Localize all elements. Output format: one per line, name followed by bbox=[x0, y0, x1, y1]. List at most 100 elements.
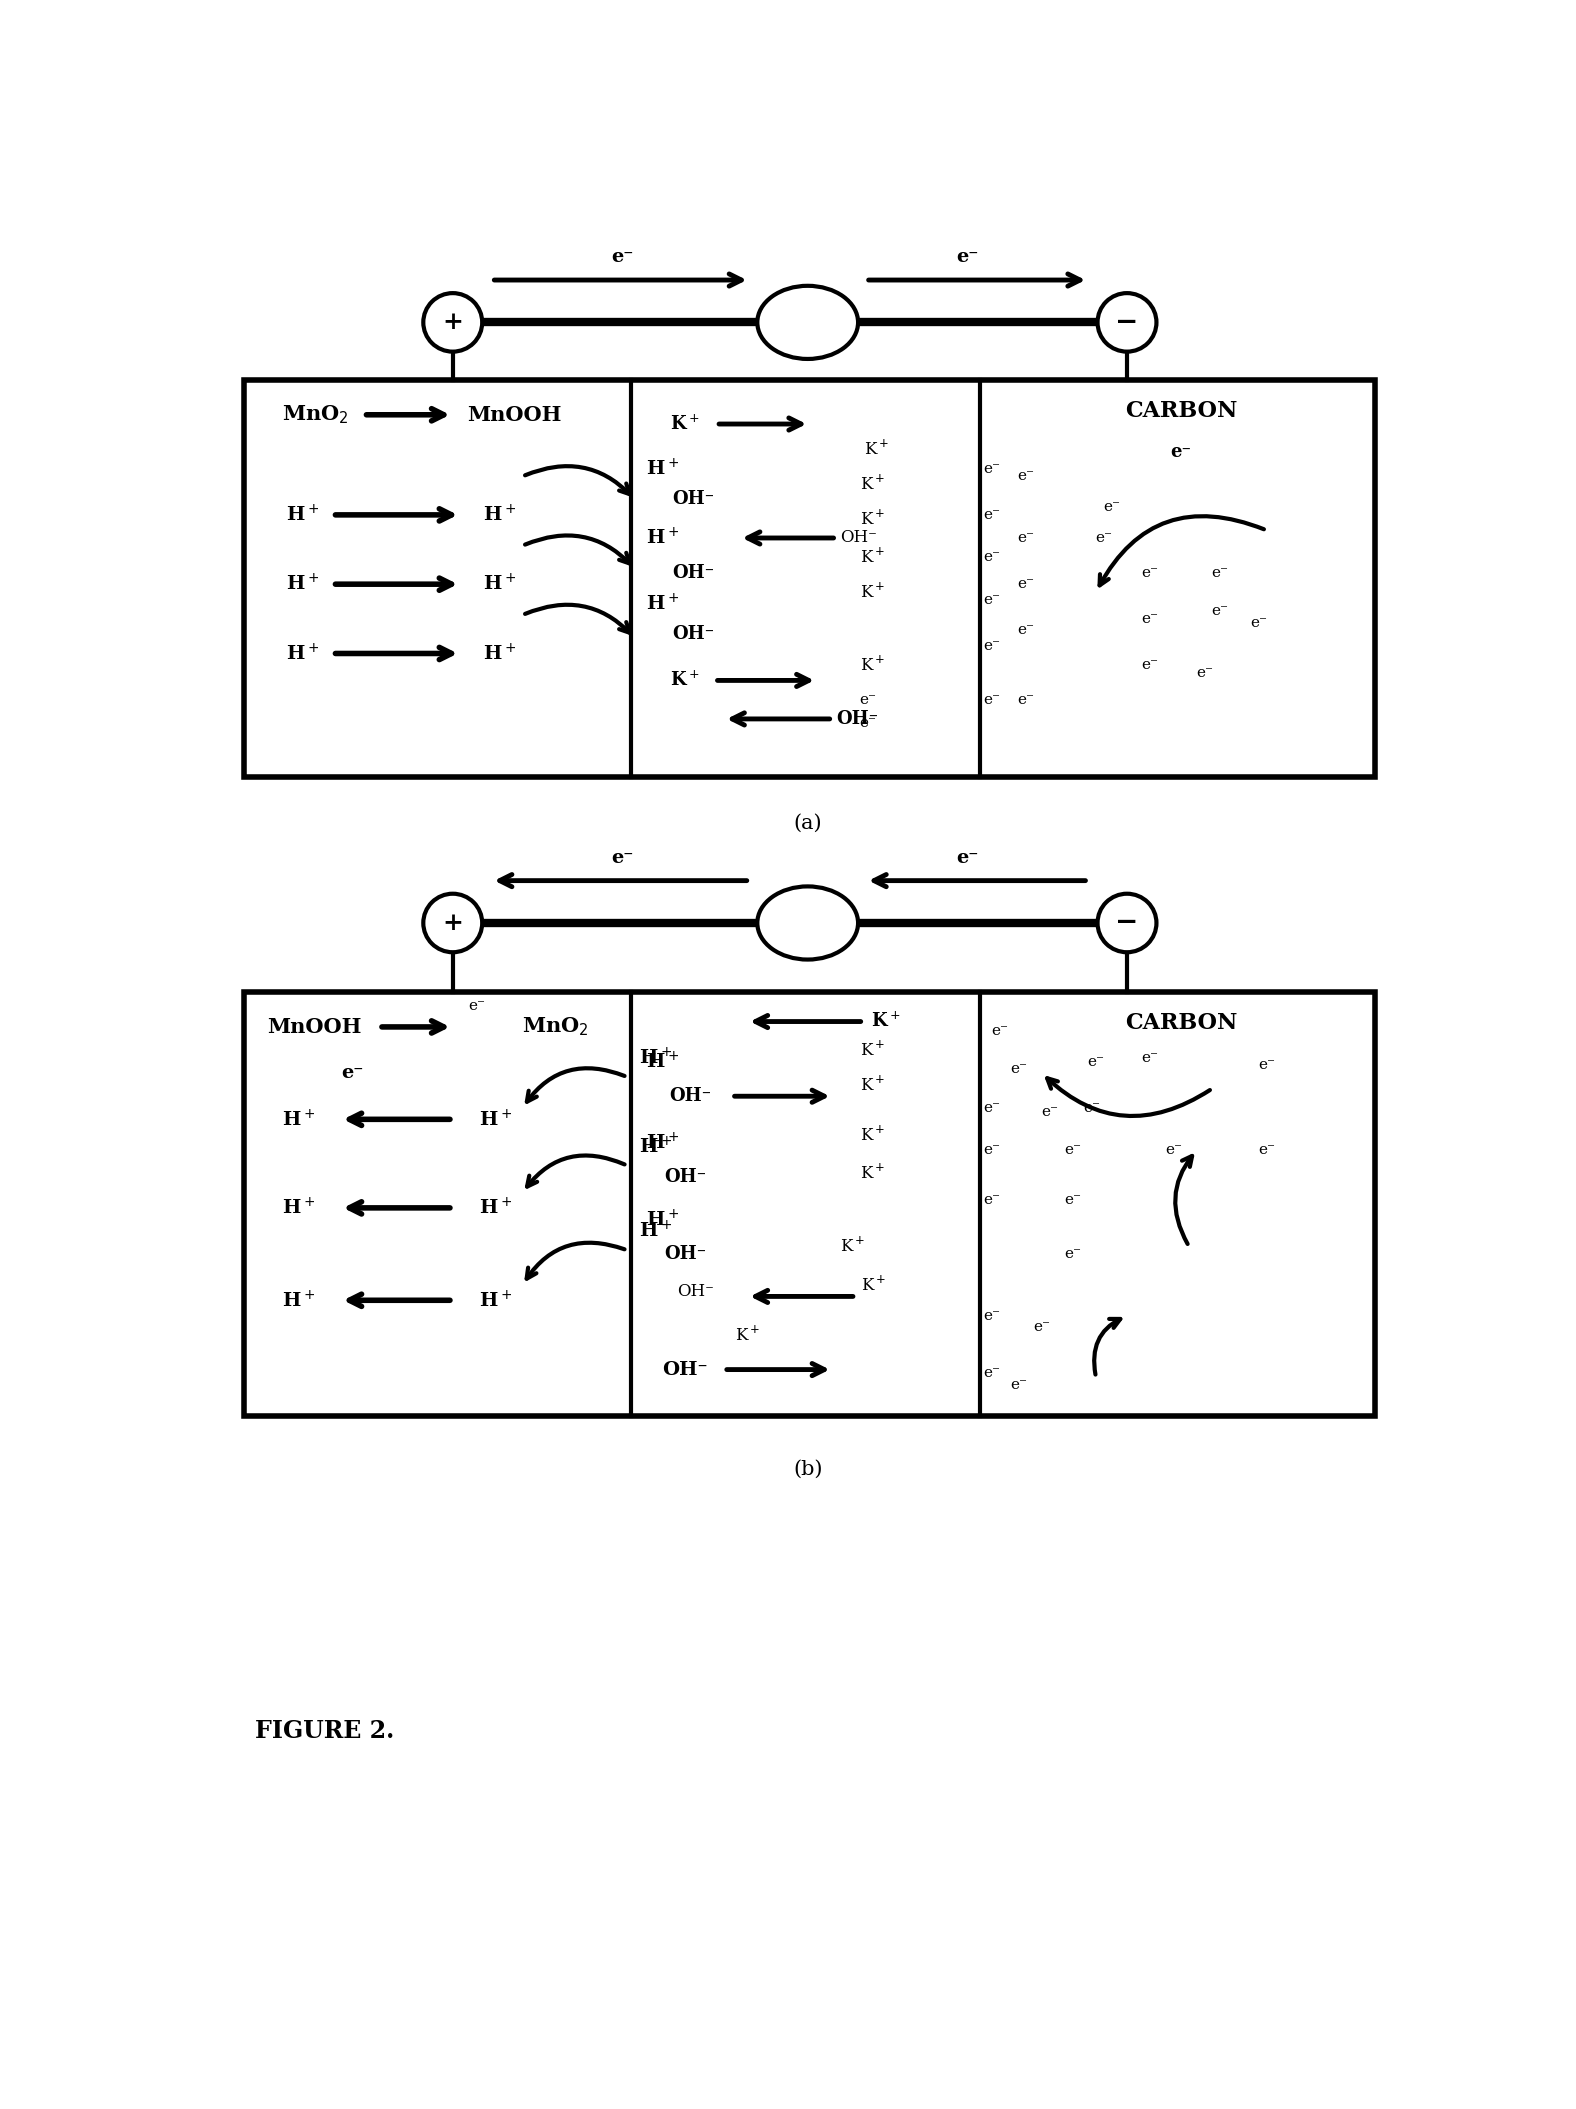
Text: e⁻: e⁻ bbox=[1258, 1059, 1275, 1073]
Text: H$^+$: H$^+$ bbox=[646, 527, 679, 548]
Text: e⁻: e⁻ bbox=[957, 848, 979, 867]
Text: e⁻: e⁻ bbox=[1250, 616, 1267, 631]
Text: H$^+$: H$^+$ bbox=[282, 1198, 315, 1219]
Text: e⁻: e⁻ bbox=[991, 1023, 1009, 1038]
Text: e⁻: e⁻ bbox=[611, 249, 634, 266]
Text: K$^+$: K$^+$ bbox=[734, 1324, 760, 1346]
Text: e⁻: e⁻ bbox=[1064, 1194, 1081, 1206]
Text: K$^+$: K$^+$ bbox=[872, 1012, 901, 1031]
Text: e⁻: e⁻ bbox=[1010, 1377, 1028, 1392]
Text: e⁻: e⁻ bbox=[983, 550, 1001, 565]
Text: e⁻: e⁻ bbox=[983, 1367, 999, 1381]
Text: OH⁻: OH⁻ bbox=[671, 491, 714, 508]
Text: MnOOH: MnOOH bbox=[468, 405, 563, 424]
Text: e⁻: e⁻ bbox=[1018, 578, 1035, 591]
Text: H$^+$: H$^+$ bbox=[646, 1133, 679, 1154]
Text: K$^+$: K$^+$ bbox=[859, 548, 886, 567]
Text: H$^+$: H$^+$ bbox=[638, 1221, 671, 1242]
Text: e⁻: e⁻ bbox=[983, 1310, 999, 1322]
Text: e⁻: e⁻ bbox=[1258, 1143, 1275, 1158]
Text: e⁻: e⁻ bbox=[1212, 565, 1229, 580]
Circle shape bbox=[1097, 894, 1157, 953]
Text: e⁻: e⁻ bbox=[340, 1065, 362, 1082]
Text: e⁻: e⁻ bbox=[983, 593, 1001, 607]
Text: K$^+$: K$^+$ bbox=[670, 671, 700, 690]
Bar bbox=[244, 380, 1374, 776]
Text: K$^+$: K$^+$ bbox=[859, 1124, 886, 1145]
Text: H$^+$: H$^+$ bbox=[638, 1046, 671, 1069]
Text: e⁻: e⁻ bbox=[1196, 666, 1214, 679]
Text: H$^+$: H$^+$ bbox=[282, 1109, 315, 1130]
Text: e⁻: e⁻ bbox=[1084, 1101, 1100, 1116]
Text: K$^+$: K$^+$ bbox=[864, 441, 889, 460]
Text: e⁻: e⁻ bbox=[1034, 1320, 1050, 1335]
Text: K$^+$: K$^+$ bbox=[859, 656, 886, 675]
Text: K$^+$: K$^+$ bbox=[860, 1276, 887, 1295]
Text: OH⁻: OH⁻ bbox=[670, 1088, 712, 1105]
Bar bbox=[244, 991, 1374, 1415]
Text: H$^+$: H$^+$ bbox=[646, 1208, 679, 1230]
Text: FIGURE 2.: FIGURE 2. bbox=[255, 1719, 394, 1744]
Text: OH⁻: OH⁻ bbox=[837, 711, 879, 728]
Text: H$^+$: H$^+$ bbox=[282, 1289, 315, 1312]
Text: +: + bbox=[443, 310, 463, 335]
Text: e⁻: e⁻ bbox=[983, 1101, 999, 1116]
Text: OH⁻: OH⁻ bbox=[671, 563, 714, 582]
Text: H$^+$: H$^+$ bbox=[646, 458, 679, 479]
Text: OH⁻: OH⁻ bbox=[662, 1360, 708, 1379]
Text: e⁻: e⁻ bbox=[1010, 1063, 1028, 1076]
Text: e⁻: e⁻ bbox=[957, 249, 979, 266]
Text: e⁻: e⁻ bbox=[1064, 1246, 1081, 1261]
Text: +: + bbox=[443, 911, 463, 934]
Text: e⁻: e⁻ bbox=[1141, 1050, 1158, 1065]
Text: e⁻: e⁻ bbox=[1064, 1143, 1081, 1158]
Text: H$^+$: H$^+$ bbox=[287, 643, 320, 664]
Text: H$^+$: H$^+$ bbox=[479, 1198, 512, 1219]
Text: e⁻: e⁻ bbox=[1141, 658, 1158, 673]
Text: MnO$_2$: MnO$_2$ bbox=[282, 403, 348, 426]
Text: e⁻: e⁻ bbox=[1171, 443, 1191, 460]
Text: MnOOH: MnOOH bbox=[266, 1017, 361, 1038]
Text: e⁻: e⁻ bbox=[983, 1194, 999, 1206]
Text: H$^+$: H$^+$ bbox=[482, 504, 515, 525]
Text: H$^+$: H$^+$ bbox=[638, 1135, 671, 1158]
Text: CARBON: CARBON bbox=[1125, 401, 1237, 422]
Text: H$^+$: H$^+$ bbox=[287, 504, 320, 525]
Text: e⁻: e⁻ bbox=[1018, 624, 1035, 637]
Text: e⁻: e⁻ bbox=[611, 848, 634, 867]
Text: e⁻: e⁻ bbox=[983, 462, 1001, 477]
Text: e⁻: e⁻ bbox=[1087, 1054, 1105, 1069]
Text: OH⁻: OH⁻ bbox=[840, 529, 878, 546]
Text: CARBON: CARBON bbox=[1125, 1012, 1237, 1033]
Text: e⁻: e⁻ bbox=[859, 692, 876, 707]
Text: e⁻: e⁻ bbox=[1165, 1143, 1182, 1158]
Text: e⁻: e⁻ bbox=[983, 639, 1001, 654]
Text: K$^+$: K$^+$ bbox=[859, 1164, 886, 1183]
Circle shape bbox=[1097, 293, 1157, 352]
Text: e⁻: e⁻ bbox=[1103, 500, 1121, 515]
Ellipse shape bbox=[758, 287, 857, 359]
Text: OH⁻: OH⁻ bbox=[663, 1168, 706, 1185]
Text: K$^+$: K$^+$ bbox=[859, 582, 886, 601]
Text: H$^+$: H$^+$ bbox=[482, 574, 515, 595]
Text: e⁻: e⁻ bbox=[983, 508, 1001, 521]
Text: −: − bbox=[1116, 308, 1138, 335]
Text: e⁻: e⁻ bbox=[468, 1000, 485, 1012]
Text: H$^+$: H$^+$ bbox=[287, 574, 320, 595]
Circle shape bbox=[424, 894, 482, 953]
Text: e⁻: e⁻ bbox=[859, 715, 876, 730]
Text: e⁻: e⁻ bbox=[1095, 531, 1113, 544]
Text: (a): (a) bbox=[793, 814, 823, 833]
Text: e⁻: e⁻ bbox=[1212, 603, 1229, 618]
Text: e⁻: e⁻ bbox=[1042, 1105, 1057, 1118]
Text: e⁻: e⁻ bbox=[1018, 470, 1035, 483]
Text: K$^+$: K$^+$ bbox=[859, 508, 886, 529]
Text: e⁻: e⁻ bbox=[983, 692, 1001, 707]
Text: H$^+$: H$^+$ bbox=[479, 1289, 512, 1312]
Text: H$^+$: H$^+$ bbox=[646, 593, 679, 614]
Text: H$^+$: H$^+$ bbox=[482, 643, 515, 664]
Text: H$^+$: H$^+$ bbox=[646, 1050, 679, 1071]
Circle shape bbox=[424, 293, 482, 352]
Text: e⁻: e⁻ bbox=[1018, 692, 1035, 707]
Text: −: − bbox=[1116, 909, 1138, 936]
